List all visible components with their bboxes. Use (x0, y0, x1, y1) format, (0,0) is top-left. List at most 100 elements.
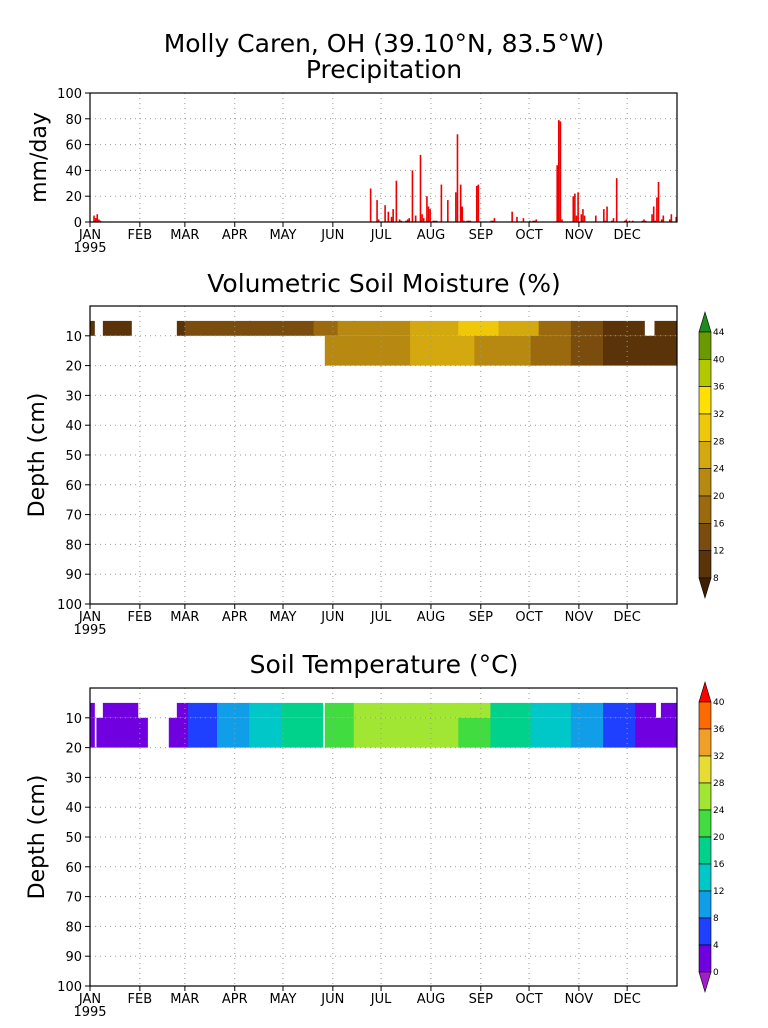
figure-title: Molly Caren, OH (39.10°N, 83.5°W) (164, 29, 605, 58)
temperature-colorbar-label: 4 (713, 941, 719, 951)
precip-bar (652, 206, 655, 222)
temperature-colorbar-label: 20 (713, 833, 725, 843)
precip-month-label: APR (222, 228, 248, 243)
temperature-colorbar-label: 28 (713, 779, 725, 789)
moisture-ytick-label: 60 (65, 479, 82, 494)
precip-bar (493, 218, 496, 222)
temperature-cell (410, 702, 460, 718)
temperature-colorbar-box (698, 836, 712, 865)
moisture-frame (89, 305, 678, 605)
moisture-cell (654, 320, 677, 336)
precip-bar (556, 165, 558, 222)
temperature-cell (458, 717, 493, 748)
temperature-cell (90, 717, 95, 748)
moisture-colorbar-box (698, 550, 712, 579)
precip-month-label: MAR (170, 228, 199, 243)
moisture-cell (337, 320, 356, 336)
temperature-ytick-label: 10 (65, 712, 82, 727)
moisture-colorbar-box (698, 495, 712, 524)
precip-bar (662, 215, 665, 222)
precip-bar (612, 218, 615, 222)
precip-bar (400, 220, 402, 222)
precip-bar (469, 220, 472, 222)
moisture-ytick-label: 30 (65, 389, 82, 404)
temperature-month-label: DEC (613, 992, 640, 1007)
temperature-colorbar-label: 40 (713, 698, 725, 708)
precip-bar (603, 209, 605, 222)
temperature-cell (217, 702, 251, 718)
temperature-year-label: 1995 (73, 1005, 106, 1020)
precip-bar (535, 219, 538, 222)
moisture-ytick-label: 90 (65, 568, 82, 583)
temperature-colorbar-box (698, 944, 712, 973)
moisture-month-label: AUG (417, 610, 445, 625)
precip-month-label: JAN (78, 228, 101, 243)
precip-bar (435, 220, 438, 222)
precip-bar (398, 219, 401, 222)
moisture-colorbar-label: 20 (713, 492, 725, 502)
precip-bar (96, 214, 99, 222)
moisture-colorbar-box (698, 386, 712, 415)
temperature-cell (353, 717, 412, 748)
precip-bar (377, 219, 380, 222)
temperature-cell (217, 717, 251, 748)
precip-ytick-label: 0 (74, 216, 82, 231)
temperature-cell (281, 717, 324, 748)
temperature-cell (324, 717, 356, 748)
precip-month-label: SEP (469, 228, 493, 243)
moisture-month-label: SEP (469, 610, 493, 625)
temperature-month-label: APR (222, 992, 248, 1007)
temperature-title: Soil Temperature (°C) (250, 650, 519, 679)
precip-bar (411, 170, 414, 222)
precip-bar (644, 220, 647, 222)
precip-bar (429, 209, 431, 222)
temperature-colorbar-label: 16 (713, 860, 725, 870)
temperature-cell (570, 702, 605, 718)
precip-bar (625, 219, 628, 222)
temperature-colorbar-box (698, 728, 712, 757)
precip-bar (419, 154, 422, 222)
temperature-ytick-label: 20 (65, 742, 82, 757)
temperature-cell (410, 717, 460, 748)
temperature-cell (490, 702, 533, 718)
moisture-colorbar-box (698, 359, 712, 387)
precip-bar (572, 196, 575, 222)
temperature-colorbar-label: 0 (713, 968, 719, 978)
temperature-ytick-label: 50 (65, 831, 82, 846)
moisture-colorbar-label: 8 (713, 574, 719, 584)
temperature-ytick-label: 80 (65, 920, 82, 935)
temperature-cell (635, 717, 677, 748)
precip-bar (455, 192, 457, 222)
precip-ytick-label: 20 (65, 190, 82, 205)
temperature-ytick-label: 40 (65, 801, 82, 816)
precip-bar (583, 215, 586, 222)
precip-bar (492, 220, 494, 222)
precip-bar (516, 216, 518, 222)
precip-bar (475, 185, 478, 222)
moisture-cell (324, 335, 348, 366)
moisture-month-label: MAY (269, 610, 296, 625)
precip-bar (533, 220, 536, 222)
moisture-cell (176, 320, 187, 336)
precip-month-label: MAY (269, 228, 296, 243)
moisture-cell (313, 320, 340, 336)
temperature-colorbar-box (698, 755, 712, 784)
temperature-colorbar-bottom (698, 971, 712, 994)
temperature-cell (249, 717, 283, 748)
precip-bar (387, 211, 390, 222)
precip-bar (604, 220, 607, 222)
temperature-colorbar-box (698, 701, 712, 730)
temperature-cell (353, 702, 412, 718)
moisture-month-label: OCT (515, 610, 542, 625)
moisture-cell (410, 335, 476, 366)
temperature-colorbar-label: 8 (713, 914, 719, 924)
moisture-colorbar-box (698, 413, 712, 442)
moisture-colorbar-label: 32 (713, 410, 724, 420)
temperature-colorbar-label: 12 (713, 887, 724, 897)
precip-bar (467, 220, 470, 222)
moisture-cell (90, 320, 95, 336)
moisture-ytick-label: 20 (65, 360, 82, 375)
moisture-colorbar-label: 28 (713, 437, 725, 447)
precip-bar (477, 184, 480, 222)
precip-bar (532, 220, 534, 222)
